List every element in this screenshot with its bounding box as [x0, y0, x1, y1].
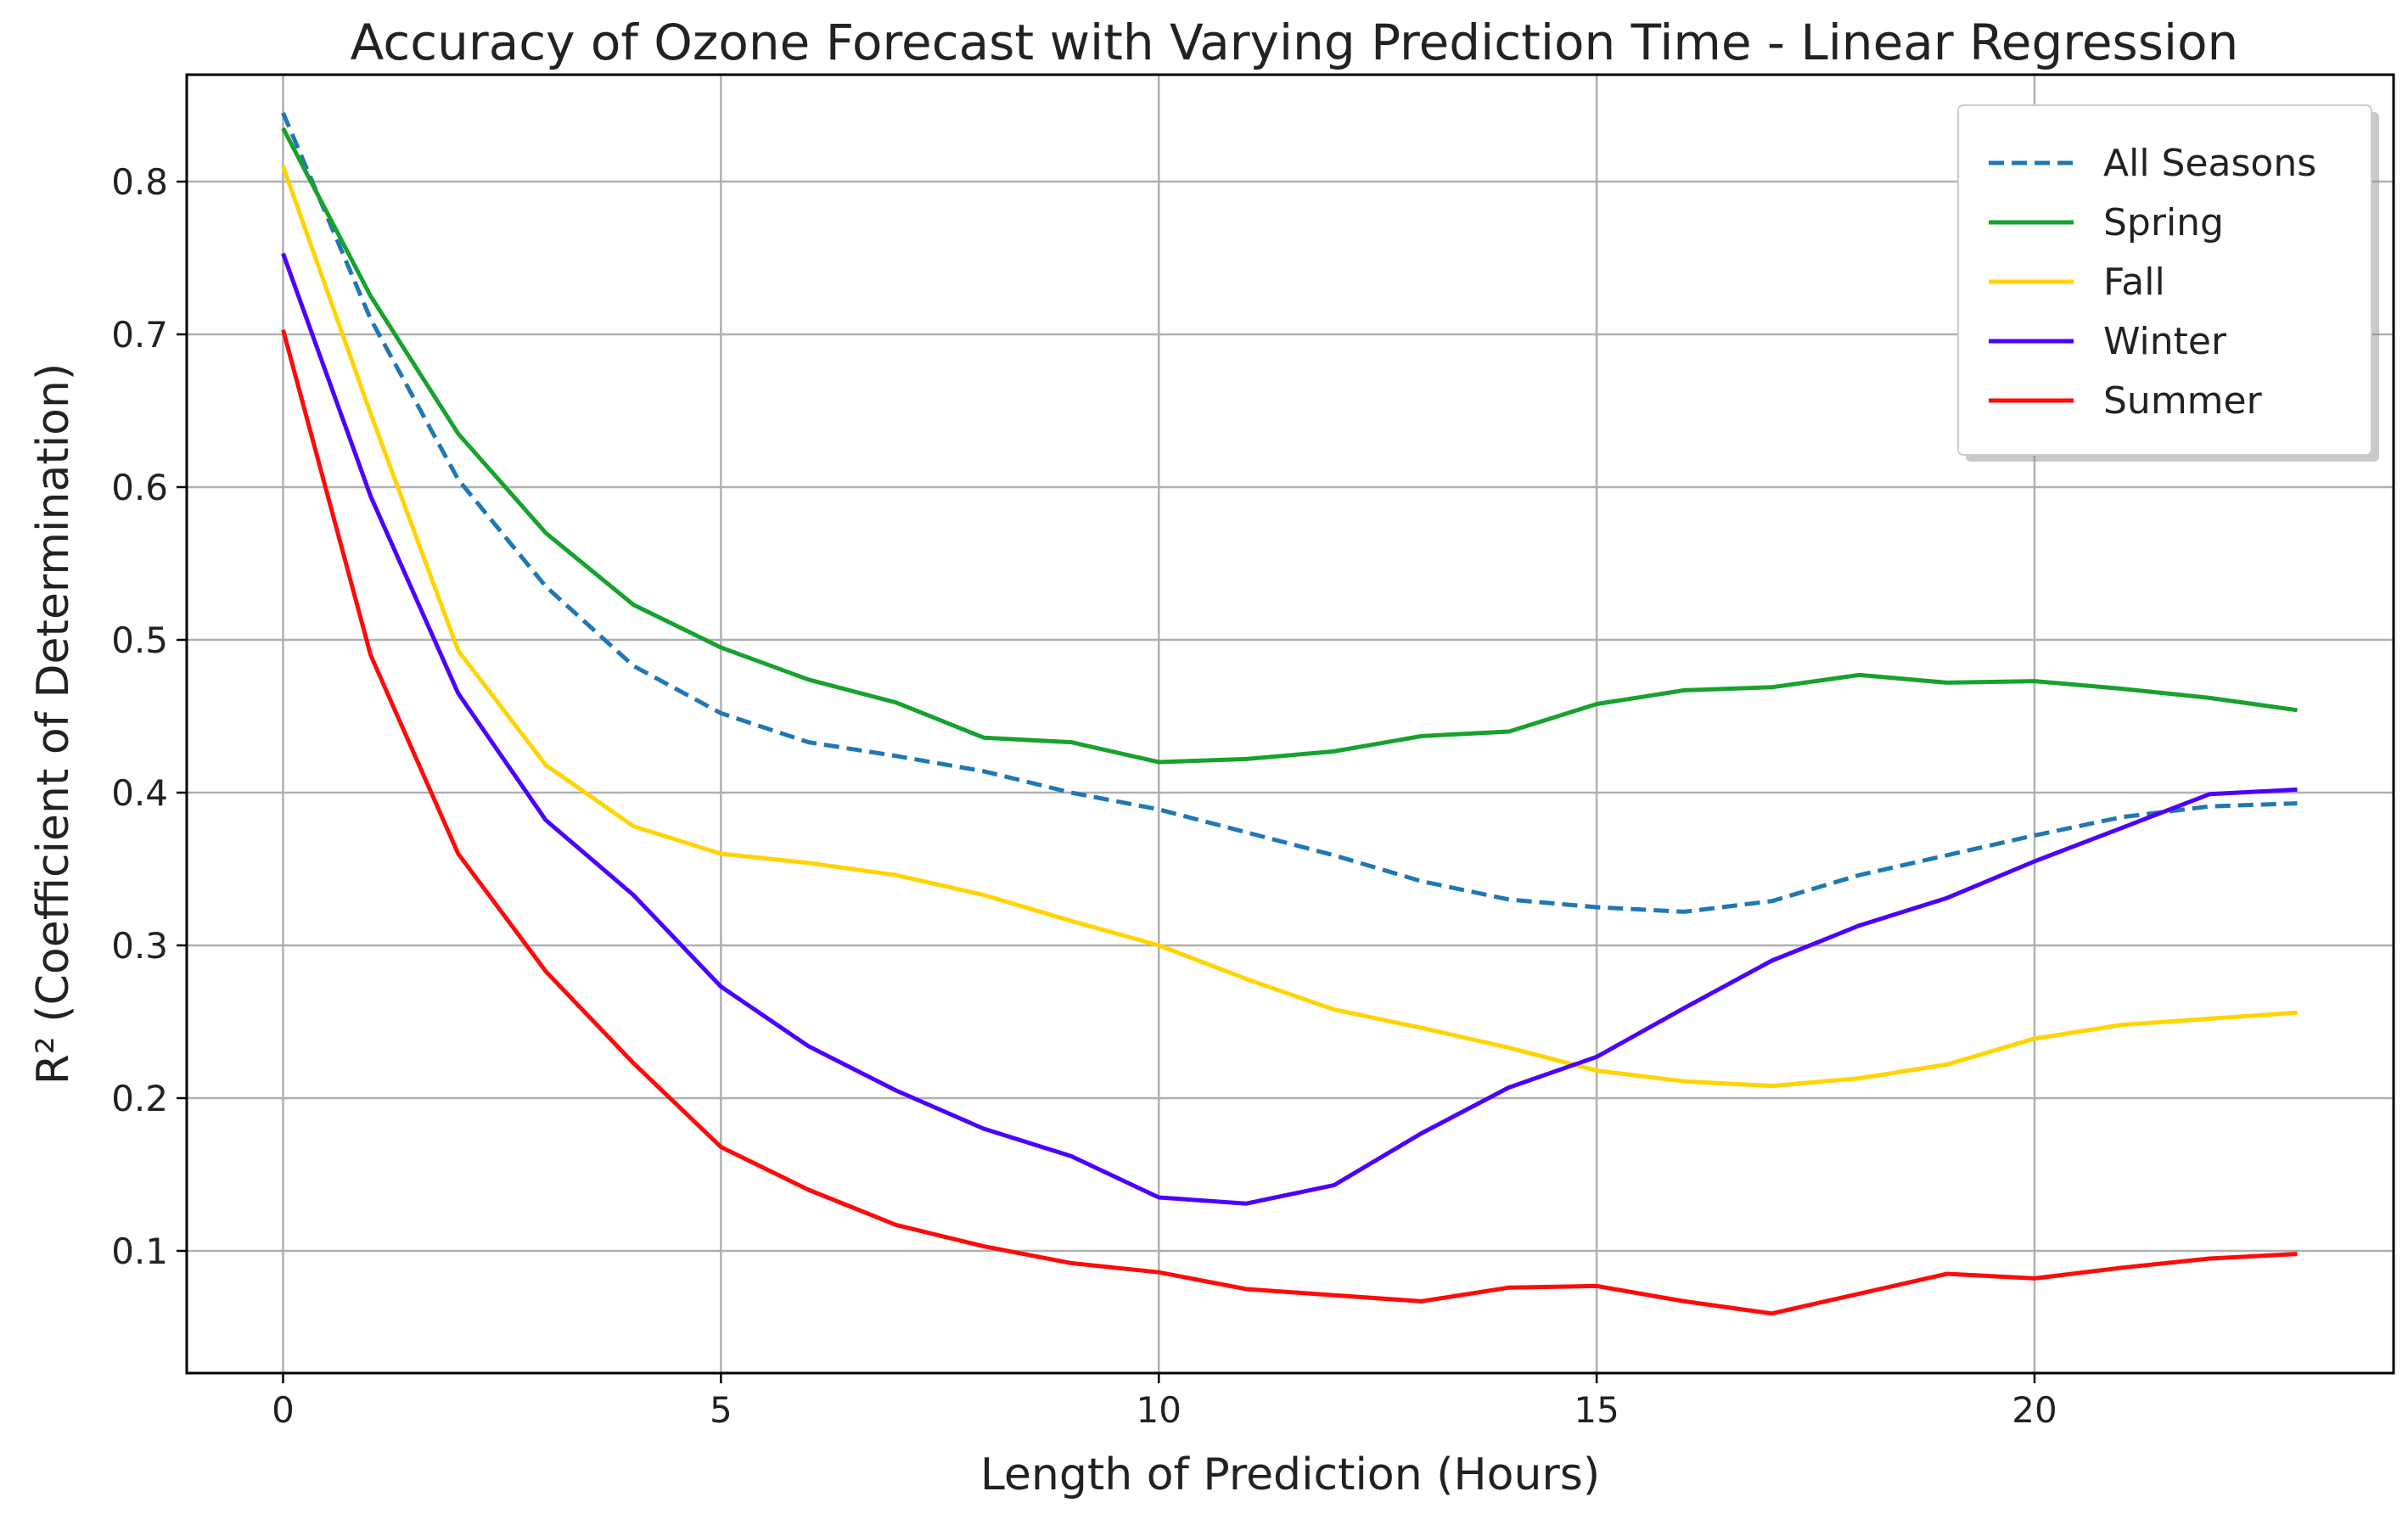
y-tick-label: 0.8 [111, 161, 168, 203]
y-tick-label: 0.5 [111, 620, 168, 661]
x-axis-label: Length of Prediction (Hours) [980, 1449, 1600, 1500]
grid-lines [187, 75, 2394, 1373]
x-tick-label: 0 [272, 1389, 295, 1431]
y-tick-label: 0.3 [111, 925, 168, 967]
legend-label-all-seasons: All Seasons [2103, 142, 2316, 185]
legend-label-winter: Winter [2103, 320, 2227, 363]
y-tick-label: 0.6 [111, 467, 168, 508]
y-tick-label: 0.4 [111, 772, 168, 814]
x-tick-label: 5 [710, 1389, 733, 1431]
series-line-summer [281, 328, 2298, 1316]
plot-frame [185, 73, 2395, 1375]
series-line-spring [281, 126, 2298, 765]
legend-label-summer: Summer [2103, 379, 2263, 423]
axis-ticks: 0 5 10 15 20 0.1 0.2 0.3 0.4 0.5 0.6 0.7 0.8 [111, 161, 2057, 1431]
x-tick-label: 10 [1137, 1389, 1182, 1431]
legend-label-spring: Spring [2103, 201, 2224, 244]
y-tick-label: 0.7 [111, 314, 168, 356]
y-tick-label: 0.1 [111, 1231, 168, 1272]
y-tick-label: 0.2 [111, 1078, 168, 1119]
legend: All Seasons Spring Fall Winter Summer [1957, 104, 2379, 462]
y-axis-label: R² (Coefficient of Determination) [28, 363, 79, 1085]
legend-label-fall: Fall [2103, 261, 2165, 304]
x-tick-label: 20 [2012, 1389, 2057, 1431]
series-line-winter [281, 252, 2298, 1206]
x-tick-label: 15 [1574, 1389, 1619, 1431]
legend-box [1957, 104, 2372, 456]
series-lines [281, 112, 2298, 1316]
chart-title: Accuracy of Ozone Forecast with Varying … [351, 14, 2239, 71]
series-line-fall [281, 165, 2298, 1089]
series-line-all-seasons [281, 112, 2298, 914]
